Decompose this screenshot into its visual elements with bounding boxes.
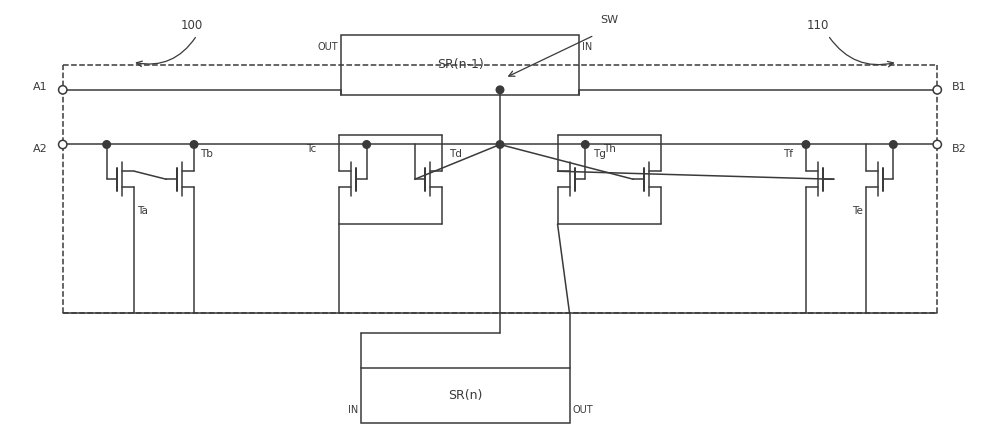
- Text: IN: IN: [348, 405, 358, 415]
- Text: OUT: OUT: [573, 405, 593, 415]
- Circle shape: [496, 86, 504, 94]
- Text: SW: SW: [600, 15, 618, 25]
- Circle shape: [890, 141, 897, 148]
- Circle shape: [59, 140, 67, 149]
- Circle shape: [190, 141, 198, 148]
- Text: OUT: OUT: [317, 42, 338, 52]
- Text: Td: Td: [449, 150, 462, 159]
- Bar: [361, 368, 570, 423]
- Circle shape: [581, 141, 589, 148]
- Text: SR(n-1): SR(n-1): [437, 59, 484, 71]
- Text: B1: B1: [952, 82, 967, 92]
- Text: B2: B2: [952, 144, 967, 155]
- Text: Tg: Tg: [593, 150, 606, 159]
- Text: A2: A2: [33, 144, 48, 155]
- Text: SR(n): SR(n): [448, 389, 482, 402]
- Text: Te: Te: [852, 206, 863, 216]
- Text: Th: Th: [603, 144, 616, 155]
- Circle shape: [103, 141, 110, 148]
- Circle shape: [933, 140, 941, 149]
- Circle shape: [363, 141, 370, 148]
- Bar: [341, 35, 579, 95]
- Text: 110: 110: [807, 19, 829, 32]
- Circle shape: [59, 86, 67, 94]
- Text: Tf: Tf: [783, 150, 793, 159]
- Text: Tc: Tc: [306, 144, 316, 155]
- Text: 100: 100: [181, 19, 203, 32]
- Text: Ta: Ta: [137, 206, 148, 216]
- Circle shape: [802, 141, 810, 148]
- Text: A1: A1: [33, 82, 48, 92]
- Circle shape: [496, 141, 504, 148]
- Text: Tb: Tb: [200, 150, 213, 159]
- Circle shape: [933, 86, 941, 94]
- Text: IN: IN: [582, 42, 593, 52]
